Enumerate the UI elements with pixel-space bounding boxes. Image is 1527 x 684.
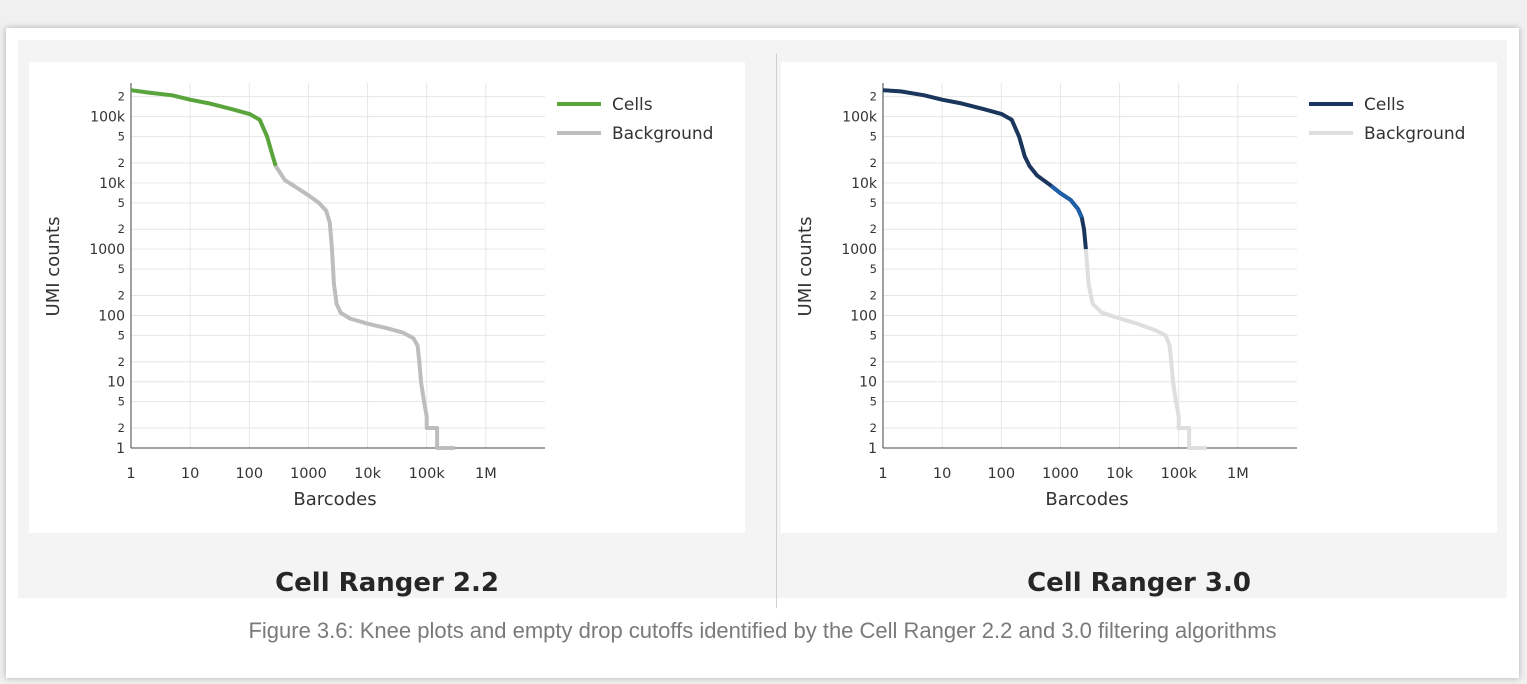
knee-plot-cell-ranger-2-2: 1 2 5 10 2 5 100 2 5 1000 2 5 10k 2 5 100k 2 1 10 100 1000 10… xyxy=(43,83,713,510)
y-tick-label: 2 xyxy=(870,222,877,236)
knee-plot-cell-ranger-3-0: 1 2 5 10 2 5 100 2 5 1000 2 5 10k 2 5 100k 2 1 10 100 1000 10… xyxy=(795,83,1465,510)
x-tick-label: 1M xyxy=(475,466,497,482)
panel-title-left: Cell Ranger 2.2 xyxy=(275,568,499,598)
y-tick-label: 100k xyxy=(842,110,878,126)
x-tick-label: 10 xyxy=(933,466,951,482)
y-tick-label: 5 xyxy=(870,196,877,210)
y-tick-label: 5 xyxy=(118,130,125,144)
legend-label-background: Background xyxy=(612,124,713,144)
legend-label-cells: Cells xyxy=(612,95,653,115)
y-axis-title: UMI counts xyxy=(795,217,816,317)
y-tick-label: 5 xyxy=(870,395,877,409)
x-tick-label: 100 xyxy=(987,466,1015,482)
y-tick-label: 5 xyxy=(118,328,125,342)
series-line-cells xyxy=(882,88,1088,250)
figure-caption: Figure 3.6: Knee plots and empty drop cu… xyxy=(248,618,1277,643)
y-tick-label: 2 xyxy=(118,222,125,236)
x-tick-label: 1 xyxy=(878,466,887,482)
y-tick-label: 10 xyxy=(107,375,125,391)
panels-area: 1 2 5 10 2 5 100 2 5 1000 2 5 10k 2 5 100k 2 1 10 100 1000 10… xyxy=(18,40,1507,608)
y-tick-label: 2 xyxy=(870,355,877,369)
plot-box-left: 1 2 5 10 2 5 100 2 5 1000 2 5 10k 2 5 100k 2 1 10 100 1000 10… xyxy=(29,62,745,533)
y-tick-label: 5 xyxy=(870,262,877,276)
y-tick-label: 100 xyxy=(850,308,877,324)
y-tick-label: 2 xyxy=(118,288,125,302)
y-tick-label: 1 xyxy=(868,441,877,457)
series-line-cells xyxy=(130,88,278,167)
y-tick-label: 1000 xyxy=(841,242,877,258)
y-tick-label: 5 xyxy=(118,196,125,210)
x-tick-label: 100k xyxy=(409,466,446,482)
x-tick-label: 100k xyxy=(1161,466,1198,482)
series-line-background xyxy=(274,164,455,450)
plot-box-right: 1 2 5 10 2 5 100 2 5 1000 2 5 10k 2 5 100k 2 1 10 100 1000 10… xyxy=(781,62,1497,533)
x-tick-label: 10k xyxy=(354,466,381,482)
x-tick-label: 1M xyxy=(1227,466,1249,482)
panel-title-right: Cell Ranger 3.0 xyxy=(1027,568,1251,598)
series-line-background xyxy=(1083,249,1207,450)
x-tick-label: 1 xyxy=(126,466,135,482)
y-tick-label: 1000 xyxy=(89,242,125,258)
y-tick-label: 2 xyxy=(870,288,877,302)
x-tick-label: 1000 xyxy=(1042,466,1079,482)
y-tick-label: 2 xyxy=(118,421,125,435)
y-tick-label: 2 xyxy=(870,156,877,170)
x-tick-label: 10k xyxy=(1106,466,1133,482)
legend-label-background: Background xyxy=(1364,124,1465,144)
y-tick-label: 2 xyxy=(118,90,125,104)
y-tick-label: 10k xyxy=(99,176,126,192)
y-tick-label: 10 xyxy=(859,375,877,391)
y-tick-label: 5 xyxy=(118,262,125,276)
y-tick-label: 2 xyxy=(870,90,877,104)
y-tick-label: 5 xyxy=(118,395,125,409)
x-axis-title: Barcodes xyxy=(1045,489,1128,510)
legend-label-cells: Cells xyxy=(1364,95,1405,115)
y-tick-label: 2 xyxy=(118,156,125,170)
x-axis-title: Barcodes xyxy=(293,489,376,510)
y-tick-label: 2 xyxy=(118,355,125,369)
y-tick-label: 2 xyxy=(870,421,877,435)
series-line-cells-highlight xyxy=(1050,184,1084,219)
panel-divider xyxy=(776,54,777,608)
y-tick-label: 100k xyxy=(90,110,126,126)
y-tick-label: 10k xyxy=(851,176,878,192)
y-tick-label: 1 xyxy=(116,441,125,457)
figure-frame: 1 2 5 10 2 5 100 2 5 1000 2 5 10k 2 5 100k 2 1 10 100 1000 10… xyxy=(6,28,1519,678)
y-tick-label: 5 xyxy=(870,328,877,342)
x-tick-label: 100 xyxy=(235,466,263,482)
x-tick-label: 10 xyxy=(181,466,199,482)
y-tick-label: 100 xyxy=(98,308,125,324)
y-tick-label: 5 xyxy=(870,130,877,144)
x-tick-label: 1000 xyxy=(290,466,327,482)
y-axis-title: UMI counts xyxy=(43,217,64,317)
